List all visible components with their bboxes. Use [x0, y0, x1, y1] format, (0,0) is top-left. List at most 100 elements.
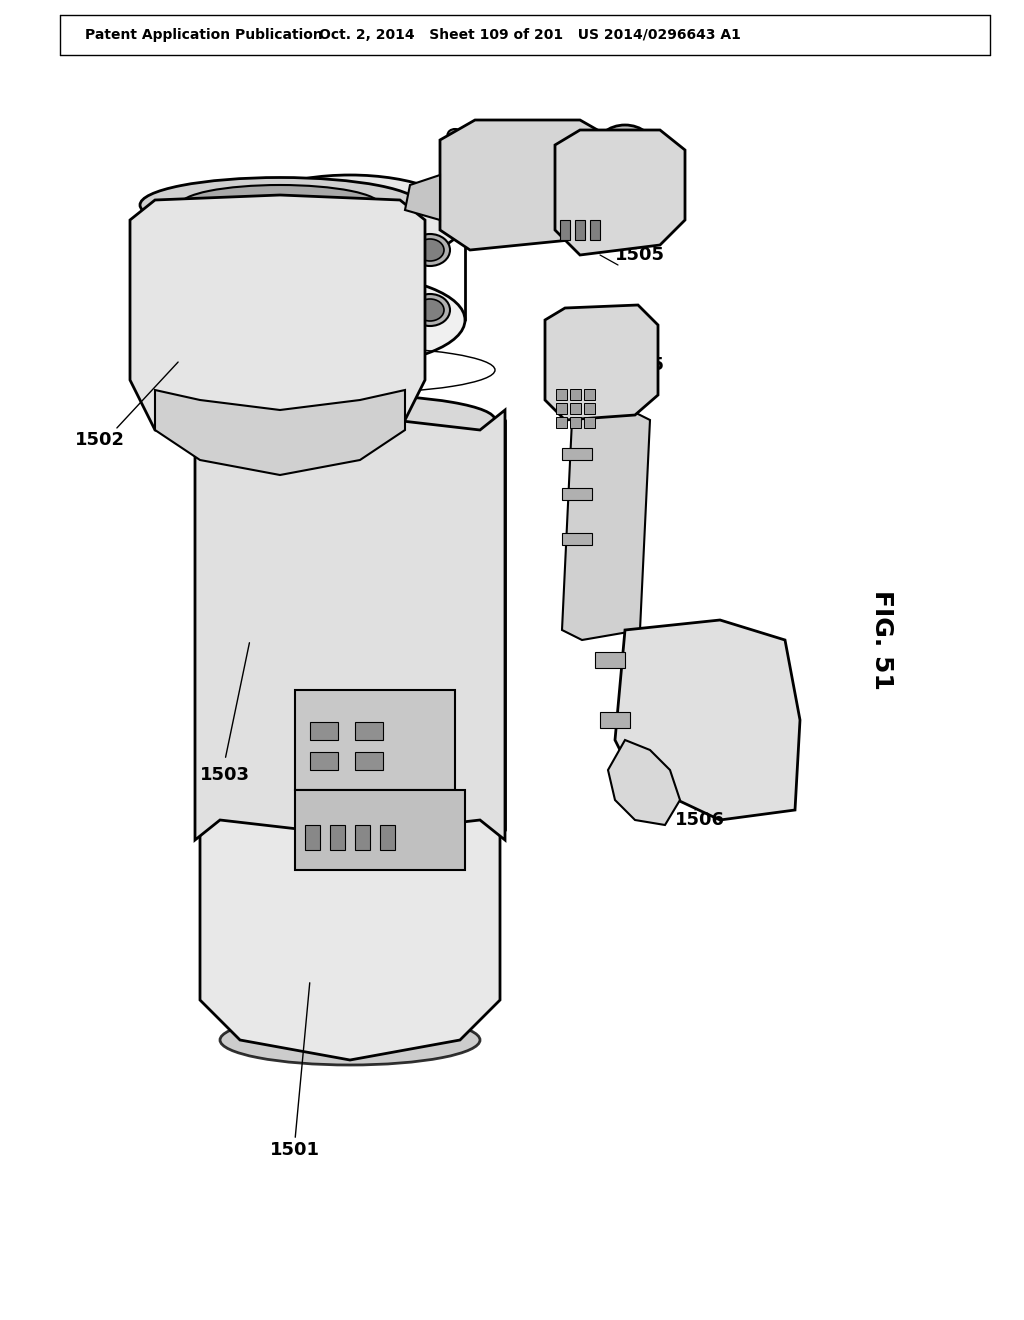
Ellipse shape	[205, 395, 495, 445]
Bar	[562, 447, 592, 459]
Ellipse shape	[312, 945, 338, 965]
Ellipse shape	[369, 315, 411, 345]
Ellipse shape	[234, 275, 465, 366]
Ellipse shape	[373, 945, 397, 965]
Bar	[590, 220, 600, 240]
Polygon shape	[130, 195, 425, 459]
Ellipse shape	[291, 323, 330, 347]
Bar	[575, 220, 585, 240]
Ellipse shape	[310, 282, 349, 306]
Ellipse shape	[570, 318, 626, 362]
Bar	[570, 389, 581, 400]
Polygon shape	[440, 120, 615, 249]
Ellipse shape	[282, 445, 298, 455]
Ellipse shape	[369, 366, 411, 395]
Ellipse shape	[230, 260, 330, 341]
Bar	[556, 417, 567, 428]
Ellipse shape	[551, 195, 561, 203]
Bar	[556, 389, 567, 400]
Bar	[584, 389, 595, 400]
Bar	[355, 722, 383, 741]
Ellipse shape	[246, 969, 264, 981]
Bar	[560, 220, 570, 240]
Text: FIG. 51: FIG. 51	[870, 590, 894, 690]
Bar	[570, 403, 581, 414]
Ellipse shape	[663, 649, 737, 710]
Bar	[310, 722, 338, 741]
Bar	[305, 825, 319, 850]
Text: 1503: 1503	[200, 766, 250, 784]
Ellipse shape	[487, 150, 497, 158]
Bar	[562, 488, 592, 500]
Ellipse shape	[335, 884, 375, 916]
Ellipse shape	[487, 173, 497, 181]
Ellipse shape	[302, 279, 358, 312]
Polygon shape	[615, 620, 800, 820]
Ellipse shape	[267, 878, 323, 923]
Text: 1504: 1504	[455, 147, 505, 164]
Bar	[595, 652, 625, 668]
Ellipse shape	[519, 173, 529, 181]
Ellipse shape	[371, 282, 410, 306]
Ellipse shape	[298, 932, 352, 978]
Ellipse shape	[362, 279, 418, 312]
Ellipse shape	[629, 779, 657, 801]
Ellipse shape	[305, 939, 345, 972]
Ellipse shape	[365, 939, 406, 972]
Polygon shape	[155, 389, 406, 475]
Text: 1505: 1505	[615, 246, 665, 264]
Ellipse shape	[234, 176, 465, 265]
Ellipse shape	[519, 195, 529, 203]
Bar	[295, 690, 455, 789]
Ellipse shape	[376, 370, 404, 389]
Polygon shape	[555, 129, 685, 255]
Ellipse shape	[180, 185, 380, 224]
Bar	[295, 789, 465, 870]
Ellipse shape	[395, 884, 435, 916]
Bar	[330, 825, 345, 850]
Ellipse shape	[357, 932, 413, 978]
Ellipse shape	[342, 318, 398, 352]
Ellipse shape	[200, 800, 500, 861]
Ellipse shape	[286, 265, 304, 275]
Ellipse shape	[455, 195, 465, 203]
Bar	[310, 752, 338, 770]
Ellipse shape	[416, 300, 444, 321]
Polygon shape	[406, 176, 440, 220]
Ellipse shape	[455, 150, 465, 158]
Ellipse shape	[622, 774, 664, 807]
Ellipse shape	[579, 325, 617, 355]
Ellipse shape	[410, 234, 450, 267]
Ellipse shape	[416, 239, 444, 261]
Text: Oct. 2, 2014   Sheet 109 of 201   US 2014/0296643 A1: Oct. 2, 2014 Sheet 109 of 201 US 2014/02…	[319, 28, 741, 42]
Ellipse shape	[611, 139, 639, 161]
Ellipse shape	[282, 318, 338, 352]
Ellipse shape	[447, 129, 463, 141]
Ellipse shape	[275, 884, 315, 916]
Ellipse shape	[519, 150, 529, 158]
Bar	[355, 825, 370, 850]
Ellipse shape	[350, 323, 389, 347]
Bar	[600, 711, 630, 729]
Bar	[355, 752, 383, 770]
Ellipse shape	[220, 1015, 480, 1065]
Ellipse shape	[240, 268, 319, 333]
Ellipse shape	[328, 878, 383, 923]
Bar	[584, 417, 595, 428]
Ellipse shape	[586, 330, 610, 350]
Ellipse shape	[402, 890, 427, 909]
Bar	[380, 825, 395, 850]
Ellipse shape	[487, 195, 497, 203]
Ellipse shape	[455, 173, 465, 181]
Ellipse shape	[387, 878, 442, 923]
Ellipse shape	[682, 665, 718, 694]
Bar	[584, 403, 595, 414]
Ellipse shape	[673, 657, 727, 702]
Ellipse shape	[253, 279, 307, 322]
Polygon shape	[545, 305, 658, 420]
Ellipse shape	[595, 125, 655, 176]
Text: 1501: 1501	[270, 1140, 319, 1159]
Ellipse shape	[603, 132, 647, 168]
Polygon shape	[608, 741, 680, 825]
Text: 1506: 1506	[675, 810, 725, 829]
